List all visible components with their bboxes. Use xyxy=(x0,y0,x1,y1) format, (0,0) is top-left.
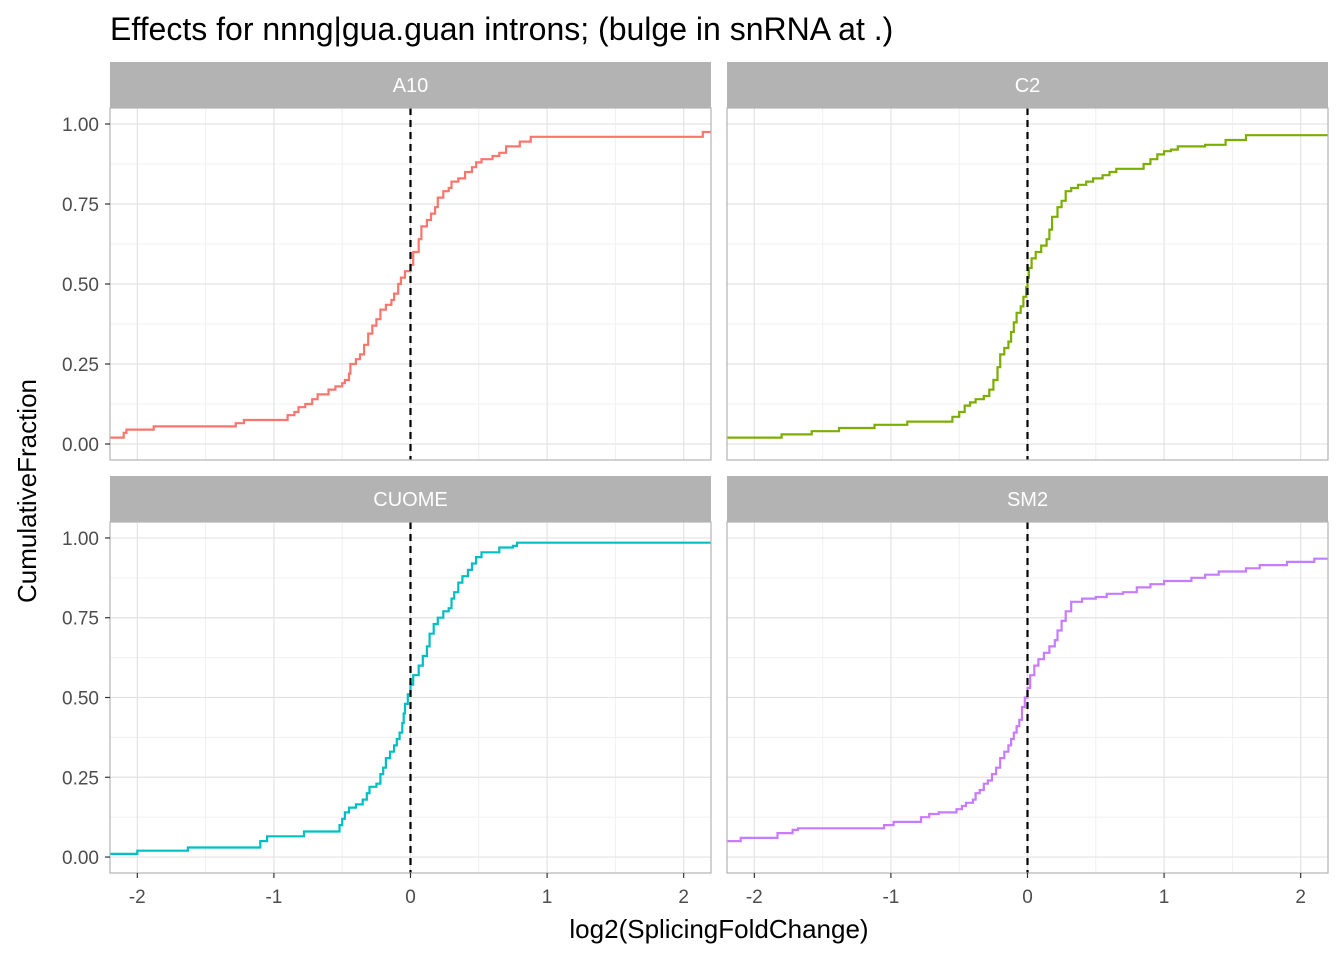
x-tick-label: 0 xyxy=(1022,887,1033,908)
facet-strip-label: CUOME xyxy=(373,489,447,511)
x-tick-label: 1 xyxy=(1159,887,1170,908)
facet-panels: A10 0.00 0.25 0.50 0.75 1.00 C2 CUOME 0.00 0.25 0.… xyxy=(62,62,1329,908)
x-tick-label: -1 xyxy=(882,887,899,908)
series-line-cuome xyxy=(110,541,711,855)
x-tick-label: 0 xyxy=(405,887,416,908)
facet-strip-label: C2 xyxy=(1015,75,1041,97)
y-tick-label: 0.75 xyxy=(62,609,99,630)
y-tick-label: 0.50 xyxy=(62,275,99,296)
y-tick-label: 0.00 xyxy=(62,848,99,869)
x-tick-label: 2 xyxy=(1295,887,1306,908)
x-tick-label: 1 xyxy=(542,887,553,908)
y-tick-label: 0.25 xyxy=(62,355,99,376)
facet-strip xyxy=(110,476,711,522)
facet-strip xyxy=(110,62,711,108)
y-tick-label: 1.00 xyxy=(62,115,99,136)
facet-panel-cuome: CUOME 0.00 0.25 0.50 0.75 1.00 -2 -1 0 1 2 xyxy=(62,476,712,908)
y-tick-label: 0.00 xyxy=(62,435,99,456)
series-line-sm2 xyxy=(727,557,1328,843)
series-line-a10 xyxy=(110,130,711,439)
facet-panel-c2: C2 xyxy=(726,62,1329,461)
x-tick-label: -1 xyxy=(265,887,282,908)
x-tick-label: 2 xyxy=(678,887,689,908)
x-axis-title: log2(SplicingFoldChange) xyxy=(569,914,868,944)
y-tick-label: 1.00 xyxy=(62,529,99,550)
facet-strip xyxy=(727,62,1328,108)
y-tick-label: 0.25 xyxy=(62,768,99,789)
chart-title: Effects for nnng|gua.guan introns; (bulg… xyxy=(110,11,893,47)
facet-panel-sm2: SM2 -2 -1 0 1 2 xyxy=(726,476,1329,908)
facet-strip-label: A10 xyxy=(393,75,429,97)
y-tick-label: 0.75 xyxy=(62,195,99,216)
facet-panel-a10: A10 0.00 0.25 0.50 0.75 1.00 xyxy=(62,62,712,461)
x-tick-label: -2 xyxy=(129,887,146,908)
y-tick-label: 0.50 xyxy=(62,689,99,710)
facet-strip-label: SM2 xyxy=(1007,489,1048,511)
panel-border xyxy=(726,107,1329,461)
facet-strip xyxy=(727,476,1328,522)
x-tick-label: -2 xyxy=(746,887,763,908)
y-axis-title: CumulativeFraction xyxy=(12,379,42,603)
